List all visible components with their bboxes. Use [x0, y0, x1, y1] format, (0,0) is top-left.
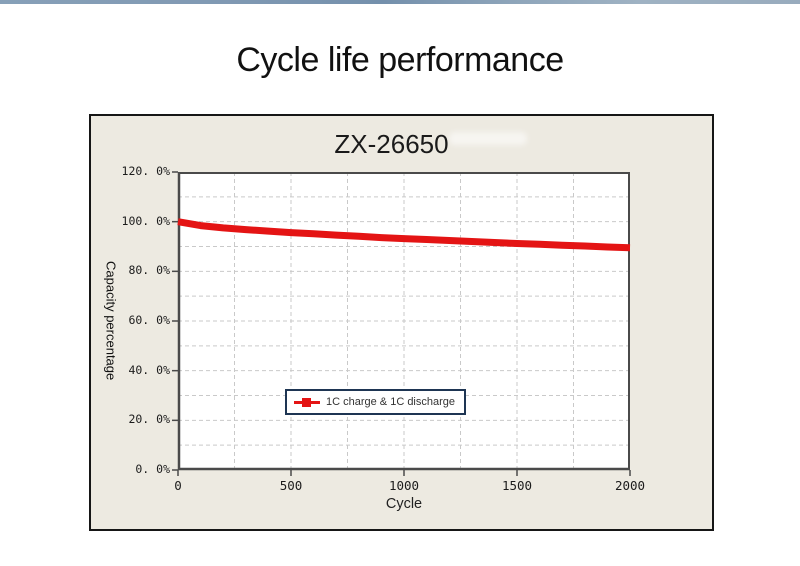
plot-svg	[172, 171, 631, 476]
y-tick-label: 0. 0%	[135, 462, 170, 476]
y-tick-label: 120. 0%	[121, 164, 170, 178]
x-tick-label: 1000	[388, 478, 420, 493]
legend-line-marker	[294, 397, 320, 407]
legend: 1C charge & 1C discharge	[285, 389, 467, 415]
y-tick-label: 80. 0%	[128, 263, 170, 278]
y-axis-title: Capacity percentage	[103, 261, 119, 381]
y-tick-label: 60. 0%	[128, 313, 170, 327]
watermark-smudge	[449, 132, 527, 145]
y-tick-label: 100. 0%	[121, 213, 170, 228]
legend-label: 1C charge & 1C discharge	[326, 396, 456, 408]
y-tick-label: 20. 0%	[128, 412, 170, 427]
chart-title: ZX-26650	[334, 129, 449, 159]
window-top-strip	[0, 0, 800, 4]
legend-square-marker	[302, 397, 311, 407]
x-tick-label: 500	[279, 478, 303, 493]
x-axis-title: Cycle	[385, 496, 423, 512]
capacity-curve	[177, 218, 631, 252]
x-tick-label: 2000	[614, 478, 646, 493]
plot-area: 1C charge & 1C discharge Cycle 0. 0% 20. …	[122, 164, 646, 512]
chart-panel: ZX-26650 Capacity percentage 1C charge &…	[89, 114, 714, 531]
y-tick-label: 40. 0%	[128, 362, 170, 377]
page-title: Cycle life performance	[236, 41, 564, 79]
x-tick-label: 1500	[501, 478, 533, 493]
x-tick-label: 0	[174, 478, 182, 493]
